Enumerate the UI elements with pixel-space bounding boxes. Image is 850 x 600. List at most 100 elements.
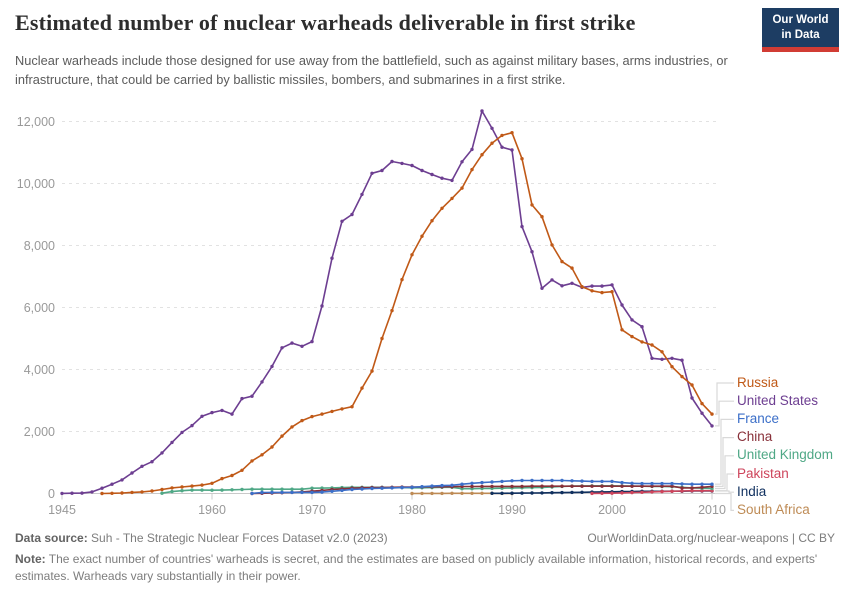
series-marker [250,394,254,398]
series-marker [670,489,674,493]
series-marker [560,484,564,488]
series-marker [550,278,554,282]
series-marker [260,380,264,384]
series-marker [590,289,594,293]
series-marker [180,430,184,435]
series-marker [710,482,714,486]
series-marker [290,425,294,429]
series-marker [310,490,314,495]
series-marker [210,410,214,415]
series-marker [360,487,364,491]
legend-item-united-states[interactable]: United States [737,392,819,408]
series-marker [230,473,234,478]
series-marker [270,445,274,449]
series-marker [420,485,424,489]
series-marker [440,491,444,496]
series-marker [600,491,604,495]
series-marker [280,487,284,491]
series-marker [700,485,704,489]
attribution-link[interactable]: OurWorldinData.org/nuclear-weapons | CC … [587,531,835,545]
series-marker [380,168,384,173]
series-marker [580,490,584,494]
legend-item-united-kingdom[interactable]: United Kingdom [737,447,834,463]
series-marker [150,460,154,464]
series-marker [480,480,484,485]
series-marker [160,487,164,492]
series-marker [300,344,304,348]
series-marker [110,482,114,486]
x-axis-label-1960: 1960 [198,503,226,517]
series-marker [480,153,484,157]
series-marker [290,341,294,345]
series-marker [500,479,504,484]
series-marker [400,485,404,490]
y-axis-label-0: 0 [48,487,55,501]
series-marker [180,485,184,489]
series-marker [480,491,484,495]
series-marker [500,133,504,138]
series-marker [470,481,474,485]
series-marker [370,486,374,491]
data-source-text: Suh - The Strategic Nuclear Forces Datas… [91,531,388,545]
series-marker [520,484,524,489]
series-marker [400,161,404,166]
owid-logo-line1: Our World [772,14,829,26]
series-marker [710,424,714,428]
series-marker [690,486,694,490]
series-marker [280,490,284,495]
series-marker [200,488,204,492]
series-marker [210,481,214,485]
data-source: Data source: Suh - The Strategic Nuclear… [15,531,388,545]
legend-item-india[interactable]: India [737,483,767,499]
series-marker [330,256,334,260]
series-marker [270,364,274,369]
series-marker [300,418,304,423]
series-marker [440,483,444,488]
legend-connector-1 [715,400,734,427]
series-marker [660,484,664,488]
series-marker [330,489,334,493]
series-marker [60,491,64,496]
owid-logo-line2: in Data [781,28,820,41]
series-marker [260,453,264,457]
series-marker [710,412,714,416]
owid-logo[interactable]: Our World in Data [762,8,839,52]
legend-connector-3 [715,437,734,487]
series-marker [580,484,584,488]
series-marker [520,224,524,229]
series-marker [100,491,104,496]
legend-item-south-africa[interactable]: South Africa [737,501,810,517]
legend-item-pakistan[interactable]: Pakistan [737,465,789,481]
series-marker [210,488,214,492]
series-marker [470,147,474,152]
series-marker [690,383,694,387]
series-marker [300,490,304,495]
series-marker [700,401,704,406]
data-source-label: Data source: [15,531,88,545]
series-marker [320,490,324,494]
series-marker [540,491,544,495]
series-marker [180,489,184,493]
series-marker [690,482,694,486]
series-marker [150,489,154,493]
series-marker [640,481,644,486]
series-marker [650,356,654,360]
series-marker [400,277,404,282]
series-marker [570,266,574,270]
series-marker [640,325,644,329]
series-marker [670,481,674,486]
series-marker [600,484,604,488]
legend-item-france[interactable]: France [737,410,780,426]
series-marker [220,408,224,413]
series-marker [510,148,514,152]
legend-item-china[interactable]: China [737,429,773,445]
series-marker [100,486,104,490]
legend-item-russia[interactable]: Russia [737,374,779,390]
series-marker [390,486,394,490]
series-marker [510,479,514,483]
series-marker [570,479,574,483]
series-marker [290,487,294,491]
series-marker [620,484,624,488]
series-marker [600,290,604,295]
series-marker [280,346,284,350]
